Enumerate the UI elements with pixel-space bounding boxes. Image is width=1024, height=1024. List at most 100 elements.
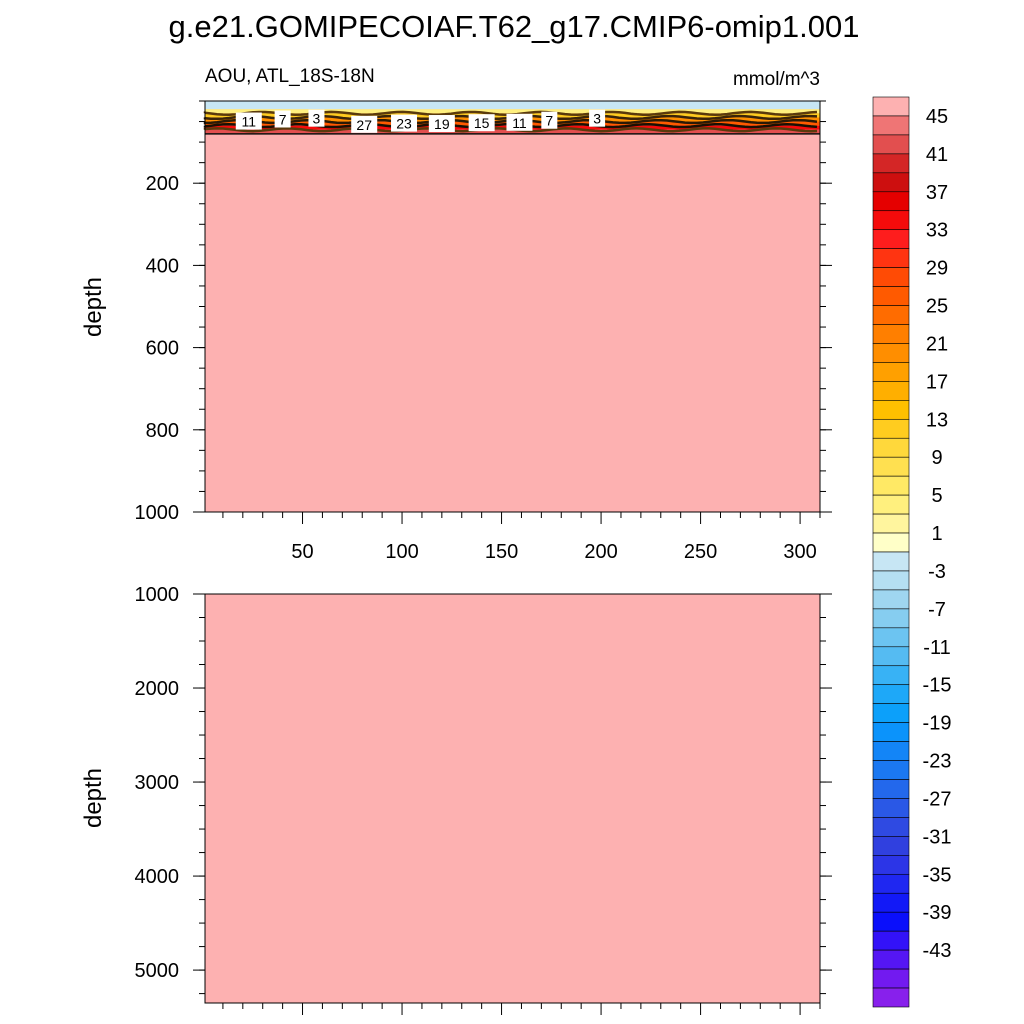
colorbar-tick-label: -31 (923, 826, 952, 848)
colorbar-tick-label: 33 (926, 220, 948, 242)
contour-label-box (391, 114, 418, 132)
contour-label-box (428, 115, 455, 133)
contour-label-box (468, 114, 495, 132)
colorbar-swatch (872, 589, 910, 610)
contour-label: 7 (279, 111, 287, 127)
lower-panel-frame (204, 593, 821, 1004)
colorbar-tick-label: 21 (926, 333, 948, 355)
upper-left-label: AOU, ATL_18S-18N (205, 66, 375, 87)
colorbar-swatch (872, 836, 910, 856)
colorbar-swatch (872, 987, 910, 1008)
colorbar-swatch (872, 665, 910, 686)
contour-label: 11 (242, 114, 257, 130)
colorbar-swatch (872, 381, 910, 401)
upper-panel-background (205, 101, 820, 512)
colorbar-tick-label: 25 (926, 296, 948, 318)
colorbar-swatch (872, 949, 910, 970)
colorbar-swatch (872, 911, 910, 932)
colorbar-swatch (872, 608, 910, 629)
colorbar-swatch (872, 741, 910, 761)
contour-label: 3 (593, 111, 601, 127)
colorbar-swatch (872, 570, 910, 591)
colorbar-swatch (872, 153, 910, 174)
colorbar-tick-label: -11 (923, 637, 950, 659)
contour-label: 3 (313, 111, 321, 127)
colorbar-swatch (872, 798, 910, 818)
colorbar-swatch (872, 210, 910, 231)
colorbar-tick-label: 1 (931, 523, 942, 545)
colorbar-tick-label: 5 (931, 485, 942, 507)
colorbar-tick-label: 37 (926, 182, 948, 204)
colorbar-swatch (872, 551, 910, 572)
upper-x-axis: 50 100 150 200 250 300 (222, 512, 821, 563)
colorbar-tick-label: -7 (928, 599, 946, 621)
colorbar-swatch (872, 855, 910, 875)
upper-y-axis: 200 400 600 800 1000 (135, 100, 832, 524)
colorbar-swatch (872, 115, 910, 136)
colorbar-tick-label: 41 (926, 144, 948, 166)
contour-label-box (589, 109, 606, 127)
y-tick-label: 5000 (135, 960, 180, 982)
y-tick-label: 1000 (135, 584, 180, 606)
colorbar-swatch (872, 191, 910, 212)
colorbar-swatch (872, 760, 910, 780)
colorbar-swatch (872, 134, 910, 155)
colorbar-swatch (872, 646, 910, 667)
colorbar-swatch (872, 96, 910, 117)
contour-label: 15 (474, 115, 490, 131)
colorbar-swatch (872, 532, 910, 553)
y-tick-label: 600 (146, 338, 179, 360)
surface-band (205, 129, 820, 134)
contour-label-box (541, 111, 558, 129)
x-tick-label: 50 (291, 541, 313, 563)
colorbar-tick-label: -19 (923, 713, 952, 735)
colorbar-swatch (872, 400, 910, 420)
y-tick-label: 400 (146, 255, 179, 277)
colorbar-swatch (872, 362, 910, 382)
upper-depth-panel: 11 7 3 27 23 19 15 11 7 3 200 400 600 800 1000 50 100 1… (80, 66, 832, 563)
colorbar-swatch (872, 456, 910, 477)
colorbar-tick-label: -15 (923, 675, 952, 697)
colorbar-tick-label: 29 (926, 258, 948, 280)
colorbar-tick-label: -43 (923, 940, 952, 962)
colorbar-swatch (872, 703, 910, 723)
colorbar-swatch (872, 817, 910, 837)
lower-depth-panel: 1000 2000 3000 4000 5000 depth (80, 584, 832, 1015)
lower-y-axis-label: depth (80, 768, 107, 828)
colorbar-swatch (872, 627, 910, 648)
lower-x-axis (222, 1003, 821, 1015)
colorbar-swatch (872, 267, 910, 287)
contour-label: 7 (545, 113, 553, 129)
lower-y-axis: 1000 2000 3000 4000 5000 (135, 584, 832, 995)
x-tick-label: 200 (584, 541, 617, 563)
colorbar-tick-labels: 45 41 37 33 29 25 21 17 13 9 5 1 -3 -7 -11 -15 -19 -23 -27… (923, 106, 952, 962)
colorbar: 45 41 37 33 29 25 21 17 13 9 5 1 -3 -7 -11 -15 -19 -23 -27… (872, 96, 952, 1008)
x-tick-label: 300 (783, 541, 816, 563)
contour-label: 23 (396, 116, 412, 132)
surface-band (205, 101, 820, 110)
colorbar-swatch (872, 343, 910, 363)
contour-label-box (235, 112, 262, 130)
colorbar-swatches (872, 96, 910, 1008)
y-tick-label: 800 (146, 420, 179, 442)
contour-label-box (506, 113, 533, 131)
colorbar-swatch (872, 475, 910, 496)
colorbar-swatch (872, 229, 910, 249)
colorbar-tick-label: 9 (931, 447, 942, 469)
y-tick-label: 1000 (135, 502, 180, 524)
colorbar-tick-label: -39 (923, 902, 952, 924)
colorbar-tick-label: 13 (926, 409, 948, 431)
colorbar-swatch (872, 892, 910, 913)
colorbar-tick-label: -35 (923, 864, 952, 886)
contour-label-box (351, 115, 378, 133)
upper-y-axis-label: depth (80, 277, 107, 337)
colorbar-swatch (872, 513, 910, 534)
contour-label: 27 (356, 117, 372, 133)
colorbar-swatch (872, 305, 910, 325)
contour-label-box (274, 110, 291, 128)
colorbar-swatch (872, 779, 910, 799)
colorbar-swatch (872, 418, 910, 439)
colorbar-swatch (872, 324, 910, 344)
colorbar-swatch (872, 494, 910, 515)
